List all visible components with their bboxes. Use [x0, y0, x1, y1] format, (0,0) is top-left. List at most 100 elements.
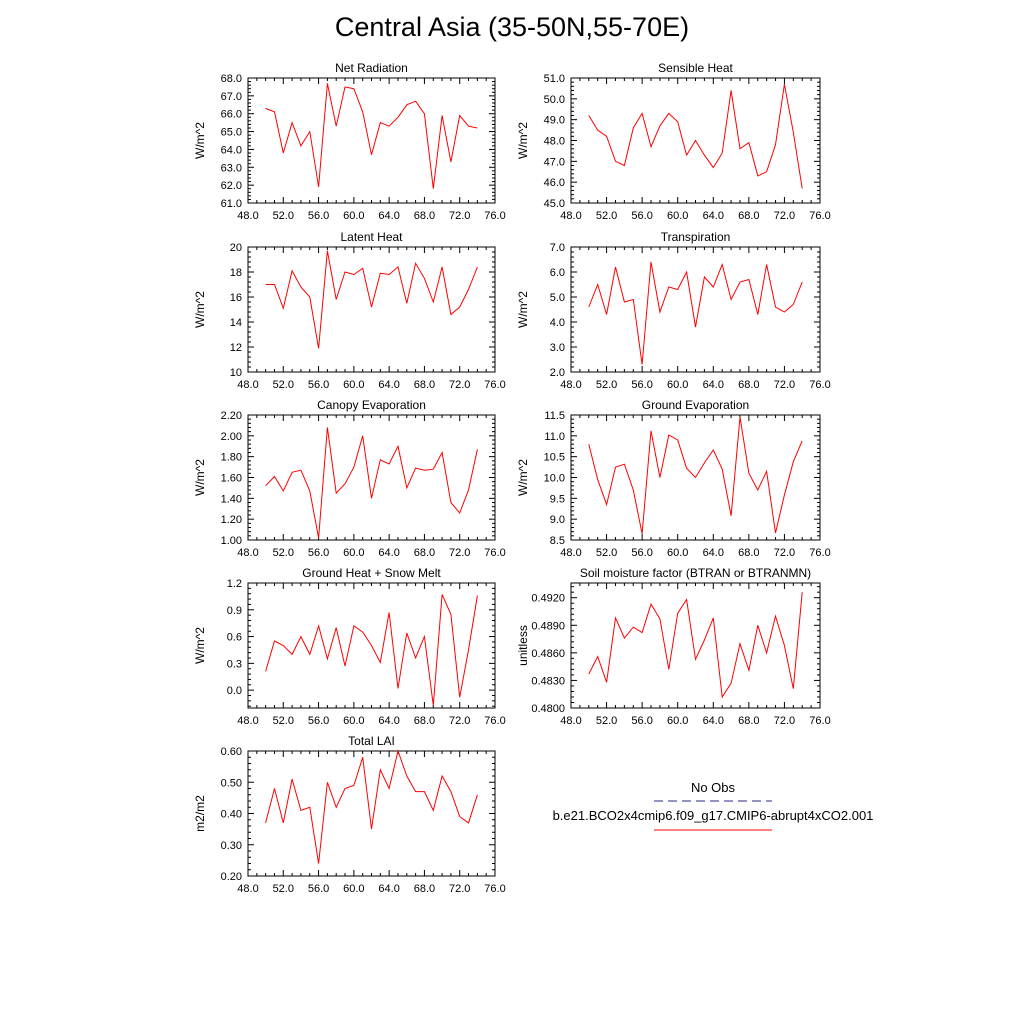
x-tick-label: 56.0: [308, 547, 329, 559]
y-tick-label: 2.0: [550, 367, 565, 379]
panel-6: Ground Evaporation 48.0 52.0 56.0 60.0 64.0 68…: [516, 398, 831, 559]
y-tick-label: 65.0: [221, 127, 242, 139]
panel-3: Latent Heat 48.0 52.0 56.0 60.0 64.0 68.0 72.0 7…: [193, 230, 506, 391]
y-tick-label: 10.5: [544, 452, 565, 464]
x-tick-label: 72.0: [449, 715, 470, 727]
series-line: [265, 83, 478, 189]
panel-2: Sensible Heat 48.0 52.0 56.0 60.0 64.0 68.0 72.…: [516, 61, 831, 222]
y-axis-label: m2/m2: [193, 795, 207, 832]
y-tick-label: 64.0: [221, 144, 242, 156]
plot-frame: [570, 582, 821, 709]
y-tick-label: 0.4860: [531, 648, 565, 660]
y-axis-label: W/m^2: [516, 122, 530, 159]
x-tick-label: 48.0: [237, 210, 258, 222]
y-tick-label: 0.9: [227, 605, 242, 617]
y-tick-label: 9.5: [550, 493, 565, 505]
x-tick-label: 64.0: [703, 715, 724, 727]
x-tick-label: 64.0: [703, 547, 724, 559]
x-tick-label: 52.0: [273, 547, 294, 559]
y-tick-label: 0.60: [221, 746, 242, 758]
panel-4: Transpiration 48.0 52.0 56.0 60.0 64.0 68.0 72.…: [516, 230, 831, 391]
x-tick-label: 52.0: [273, 883, 294, 895]
y-tick-label: 6.0: [550, 267, 565, 279]
x-tick-label: 64.0: [378, 715, 399, 727]
x-tick-label: 48.0: [560, 210, 581, 222]
y-axis-label: W/m^2: [193, 291, 207, 328]
panel-title: Ground Evaporation: [642, 398, 749, 412]
x-tick-label: 76.0: [484, 379, 505, 391]
y-axis-label: W/m^2: [193, 627, 207, 664]
x-tick-label: 72.0: [774, 547, 795, 559]
series-line: [588, 417, 803, 534]
y-tick-label: 3.0: [550, 342, 565, 354]
y-tick-label: 1.40: [221, 493, 242, 505]
plot-frame: [247, 246, 496, 373]
series-line: [265, 749, 478, 864]
x-tick-label: 76.0: [484, 547, 505, 559]
x-tick-label: 56.0: [631, 379, 652, 391]
x-tick-label: 68.0: [738, 379, 759, 391]
panel-title: Canopy Evaporation: [317, 398, 426, 412]
x-tick-label: 56.0: [308, 210, 329, 222]
x-tick-label: 76.0: [484, 883, 505, 895]
x-tick-label: 68.0: [414, 883, 435, 895]
panel-title: Sensible Heat: [658, 61, 733, 75]
panel-title: Ground Heat + Snow Melt: [302, 566, 441, 580]
panel-title: Total LAI: [348, 734, 395, 748]
x-tick-label: 72.0: [774, 210, 795, 222]
x-tick-label: 60.0: [343, 379, 364, 391]
x-tick-label: 56.0: [308, 379, 329, 391]
legend-label-model-run: b.e21.BCO2x4cmip6.f09_g17.CMIP6-abrupt4x…: [553, 808, 874, 823]
x-tick-label: 60.0: [667, 379, 688, 391]
x-tick-label: 48.0: [237, 715, 258, 727]
y-tick-label: 0.4830: [531, 675, 565, 687]
y-tick-label: 66.0: [221, 109, 242, 121]
y-tick-label: 10: [230, 367, 242, 379]
y-tick-label: 0.4890: [531, 620, 565, 632]
y-tick-label: 1.00: [221, 535, 242, 547]
x-tick-label: 64.0: [703, 379, 724, 391]
x-tick-label: 64.0: [378, 379, 399, 391]
y-tick-label: 0.4920: [531, 593, 565, 605]
x-tick-label: 68.0: [738, 547, 759, 559]
x-tick-label: 76.0: [484, 210, 505, 222]
y-tick-label: 7.0: [550, 242, 565, 254]
y-axis-label: W/m^2: [516, 291, 530, 328]
series-line: [265, 427, 478, 538]
x-tick-label: 60.0: [343, 547, 364, 559]
y-axis-label: W/m^2: [193, 459, 207, 496]
y-tick-label: 49.0: [544, 115, 565, 127]
x-tick-label: 52.0: [273, 379, 294, 391]
x-tick-label: 64.0: [378, 547, 399, 559]
x-tick-label: 72.0: [449, 883, 470, 895]
x-tick-label: 76.0: [809, 210, 830, 222]
y-tick-label: 46.0: [544, 177, 565, 189]
panel-7: Ground Heat + Snow Melt 48.0 52.0 56.0 60.0 6…: [193, 566, 506, 727]
y-tick-label: 0.0: [227, 685, 242, 697]
y-tick-label: 45.0: [544, 198, 565, 210]
y-tick-label: 1.20: [221, 514, 242, 526]
plot-frame: [247, 77, 496, 204]
y-tick-label: 47.0: [544, 156, 565, 168]
x-tick-label: 48.0: [560, 379, 581, 391]
series-line: [265, 594, 478, 706]
y-tick-label: 50.0: [544, 94, 565, 106]
x-tick-label: 72.0: [774, 715, 795, 727]
x-tick-label: 76.0: [484, 715, 505, 727]
x-tick-label: 48.0: [237, 547, 258, 559]
panel-title: Soil moisture factor (BTRAN or BTRANMN): [580, 566, 811, 580]
x-tick-label: 64.0: [378, 210, 399, 222]
x-tick-label: 60.0: [667, 547, 688, 559]
x-tick-label: 72.0: [449, 547, 470, 559]
x-tick-label: 68.0: [738, 210, 759, 222]
x-tick-label: 68.0: [414, 547, 435, 559]
x-tick-label: 52.0: [596, 547, 617, 559]
y-tick-label: 67.0: [221, 91, 242, 103]
y-tick-label: 48.0: [544, 136, 565, 148]
x-tick-label: 68.0: [414, 379, 435, 391]
series-line: [588, 261, 803, 365]
x-tick-label: 52.0: [596, 379, 617, 391]
figure-title: Central Asia (35-50N,55-70E): [334, 12, 690, 42]
y-tick-label: 0.40: [221, 809, 242, 821]
